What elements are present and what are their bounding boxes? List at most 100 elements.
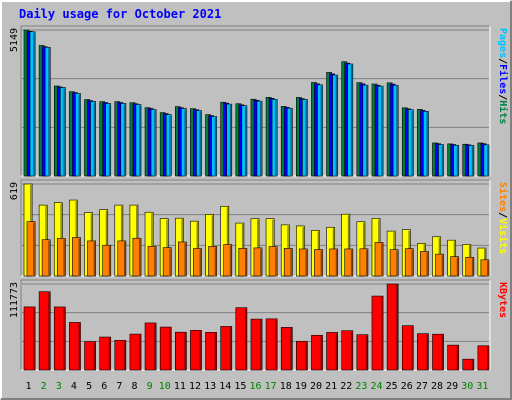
bar-shade [411,110,413,176]
bar-pages-day-14 [226,103,233,177]
bar-sites-day-28 [435,253,444,277]
legend-item: KBytes [497,282,508,318]
bar-shade [381,243,383,276]
bar-shade [305,249,307,276]
bar-shade [199,111,202,176]
bar-pages-day-6 [105,103,112,177]
bar-shade [93,102,96,176]
bar-fill [75,93,81,177]
bar-shade [108,104,111,176]
bar-shade [154,110,156,176]
bar-fill [356,334,369,371]
bar-shade [33,222,35,276]
x-tick-label: 29 [446,381,458,392]
bar-fill [220,326,233,371]
bar-shade [226,207,229,276]
series-kbytes [23,283,490,371]
bar-shade [169,248,171,276]
x-tick-label: 14 [219,381,231,392]
bar-shade [199,331,202,370]
bar-kbytes-day-19 [296,341,308,371]
bar-shade [184,109,186,176]
bar-kbytes-day-5 [84,341,96,371]
bar-shade [456,146,459,176]
bar-fill [453,144,460,177]
bar-pages-day-16 [256,100,263,177]
bar-fill [120,103,127,177]
bar-fill [389,249,399,277]
bar-fill [299,248,308,277]
bar-fill [208,246,217,277]
panel-hits-files-pages: 5149 Pages/Files/Hits [9,25,509,177]
bar-kbytes-day-27 [417,333,429,371]
bar-pages-day-26 [407,109,414,177]
x-tick-label: 3 [56,381,62,392]
bar-sites-day-30 [465,256,475,277]
bar-sites-day-26 [404,248,414,277]
bar-fill [480,259,490,277]
x-tick-label: 25 [386,381,398,392]
bar-fill [44,46,51,177]
bar-shade [275,100,277,176]
bar-fill [38,291,51,371]
panel-kbytes-legend: KBytes [497,282,508,318]
bar-shade [154,323,156,370]
bar-fill [329,248,339,277]
bar-fill [174,331,187,371]
legend-item: Pages [497,28,508,58]
bar-fill [314,249,323,277]
bar-pages-day-30 [468,145,475,177]
bar-fill [377,85,384,177]
bar-shade [275,319,277,370]
bar-pages-day-1 [29,31,36,177]
bar-fill [132,237,142,277]
bar-shade [154,247,156,276]
legend-item: / [497,58,508,64]
bar-shade [48,292,50,370]
bar-sites-day-12 [193,248,202,277]
bar-fill [392,84,399,177]
bar-kbytes-day-29 [447,344,460,371]
legend-item: Files [497,64,509,94]
bar-shade [381,297,383,370]
bar-shade [48,240,50,276]
bar-fill [362,84,369,177]
bar-kbytes-day-14 [220,326,233,371]
bar-sites-day-17 [268,246,278,277]
x-tick-label: 22 [340,381,352,392]
bar-sites-day-14 [223,244,233,277]
legend-item: Hits [497,100,509,124]
panel-visits-sites-max-label: 619 [9,182,20,200]
bar-shade [487,145,489,176]
bar-pages-day-10 [165,114,172,177]
bar-fill [326,332,339,371]
bar-fill [371,295,384,371]
bar-pages-day-4 [75,93,81,177]
bar-fill [386,283,399,371]
bar-sites-day-25 [389,249,399,277]
bar-shade [335,333,338,370]
bar-fill [238,248,248,277]
bar-fill [205,332,217,371]
bar-fill [129,333,142,371]
bar-sites-day-15 [238,248,248,277]
bar-fill [223,244,233,277]
bar-fill [283,248,293,277]
bar-sites-day-20 [314,249,323,277]
bar-kbytes-day-28 [432,333,444,371]
bar-shade [108,246,111,276]
bar-kbytes-day-11 [174,331,187,371]
bar-shade [290,328,292,370]
bar-shade [350,64,353,176]
bar-pages-day-24 [377,85,384,177]
bar-shade [320,336,323,370]
bar-fill [311,334,323,371]
bar-fill [450,256,460,277]
bar-sites-day-23 [359,248,369,277]
bar-fill [465,256,475,277]
bar-shade [396,86,398,176]
bar-fill [435,253,444,277]
bar-shade [184,242,186,276]
bar-pages-day-2 [44,46,51,177]
